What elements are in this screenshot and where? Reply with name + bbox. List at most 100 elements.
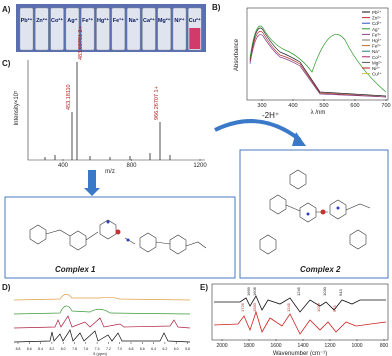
atom xyxy=(336,206,340,210)
peak-label: 1669 xyxy=(246,286,251,296)
vial-label: Ca²⁺ xyxy=(143,17,155,24)
x-axis: 300 400 500 600 700 xyxy=(257,99,391,109)
peak xyxy=(44,153,171,160)
vial-label: Hg²⁺ xyxy=(97,17,109,24)
peak-label: 966.26707 1+ xyxy=(154,86,160,120)
tick-label: 1000 xyxy=(351,343,362,349)
tick-label: 8.0 xyxy=(61,347,66,351)
atom xyxy=(320,209,326,215)
tick-label: 8.2 xyxy=(49,347,54,351)
arrow xyxy=(214,119,302,142)
legend-label: Co²⁺ xyxy=(372,55,382,60)
legend-label: Na⁺ xyxy=(372,49,381,54)
vial xyxy=(50,7,64,51)
arrow xyxy=(88,170,96,188)
legend-label: Ag⁺ xyxy=(372,27,381,32)
legend: Pb²⁺Zn²⁺Cd²⁺Ag⁺Fe³⁺Hg²⁺Fe²⁺Na⁺Co²⁺Mg²⁺Ni… xyxy=(362,10,383,77)
axis-label: λ /nm xyxy=(311,110,326,116)
panel-label: B) xyxy=(212,3,221,12)
complex-label: Complex 2 xyxy=(300,265,341,274)
curve xyxy=(249,34,387,98)
legend-label: Fe²⁺ xyxy=(372,44,382,49)
vial-label: Co²⁺ xyxy=(51,17,63,24)
complex-label: Complex 1 xyxy=(55,265,96,274)
panel-label: E) xyxy=(200,283,208,292)
ms-peaks xyxy=(44,62,171,160)
peak-label: 453.18110 xyxy=(66,84,72,110)
vial-label: Mg²⁺ xyxy=(158,17,171,24)
legend-label: Zn²⁺ xyxy=(372,16,382,21)
tick-label: 6.4 xyxy=(151,347,156,351)
tick-label: 800 xyxy=(126,163,137,169)
curve xyxy=(249,31,387,98)
peak-label: 1245 xyxy=(296,286,301,296)
peak-labels: 1669 1606 1245 1030 943 1726 1583 1245 1029 975 xyxy=(240,286,343,312)
complex-box xyxy=(239,149,389,279)
vial xyxy=(35,7,49,51)
trace xyxy=(13,293,191,301)
tick-label: 7.4 xyxy=(95,347,100,351)
panel-label: A) xyxy=(2,5,11,14)
trace xyxy=(214,295,386,313)
axis-label: Wavenumber (cm⁻¹) xyxy=(273,351,327,356)
peak-label: 975 xyxy=(332,305,337,312)
atom xyxy=(115,229,121,235)
structure xyxy=(29,169,371,255)
tick-label: 6.6 xyxy=(140,347,145,351)
tick-label: 1400 xyxy=(297,343,308,349)
axis-label: Absorbance xyxy=(234,38,240,71)
peak-label: 1606 xyxy=(252,286,257,296)
legend-label: Mg²⁺ xyxy=(372,60,383,65)
tick-label: 400 xyxy=(288,103,297,109)
peak-label: 483.03781 2+ xyxy=(78,26,84,60)
trace xyxy=(13,315,191,329)
vial xyxy=(142,7,156,51)
vial xyxy=(65,7,80,51)
legend-label: Ni²⁺ xyxy=(372,66,381,71)
arrow-head xyxy=(84,188,100,196)
complex-box xyxy=(4,196,236,279)
tick-label: 400 xyxy=(58,163,69,169)
tick-label: 600 xyxy=(350,103,359,109)
vial-label: Cu²⁺ xyxy=(189,17,201,24)
bonds xyxy=(259,169,371,255)
vial-label: Zn²⁺ xyxy=(36,17,48,24)
trace xyxy=(13,329,191,343)
vials: Pb²⁺ Zn²⁺ Co²⁺ Ag⁺ Fe³⁺ Hg²⁺ Fe³⁺ Na⁺ Ca²⁺ Mg²⁺ Ni… xyxy=(19,7,202,51)
vial xyxy=(19,7,34,51)
legend-label: Cd²⁺ xyxy=(372,21,382,26)
tick-label: 800 xyxy=(380,343,389,349)
vial-liquid xyxy=(189,28,201,49)
trace xyxy=(13,305,191,315)
bonds xyxy=(29,219,207,255)
tick-label: 700 xyxy=(381,103,390,109)
plot-frame xyxy=(211,283,389,341)
vial-label: Pb²⁺ xyxy=(21,17,33,24)
tick-label: 6.0 xyxy=(174,347,179,351)
arrow-label: -2H⁺ xyxy=(262,111,279,120)
plot-frame xyxy=(246,7,389,101)
peak-labels: 453.18110 483.03781 2+ 966.26707 1+ xyxy=(66,26,160,120)
tick-label: 300 xyxy=(257,103,266,109)
vial xyxy=(80,7,95,51)
trace xyxy=(213,310,387,335)
tick-label: 6.8 xyxy=(129,347,134,351)
peak-label: 1726 xyxy=(240,302,245,312)
tick-label: 8.6 xyxy=(27,347,32,351)
atom xyxy=(106,220,110,224)
tick-label: 6.2 xyxy=(162,347,167,351)
x-axis: 400 800 1200 xyxy=(58,159,207,169)
tick-label: 1600 xyxy=(270,343,281,349)
peak-label: 943 xyxy=(338,289,343,296)
tick-label: 7.2 xyxy=(106,347,111,351)
uv-curves xyxy=(249,25,387,98)
vial-label: Fe³⁺ xyxy=(82,17,93,24)
tick-label: 8.4 xyxy=(38,347,43,351)
peak-label: 1030 xyxy=(322,286,327,296)
arrow-head xyxy=(292,132,306,146)
axis-label: Intensity×10⁵ xyxy=(13,90,20,126)
tick-label: 5.8 xyxy=(185,347,190,351)
atoms xyxy=(106,206,340,242)
atom xyxy=(126,238,130,242)
